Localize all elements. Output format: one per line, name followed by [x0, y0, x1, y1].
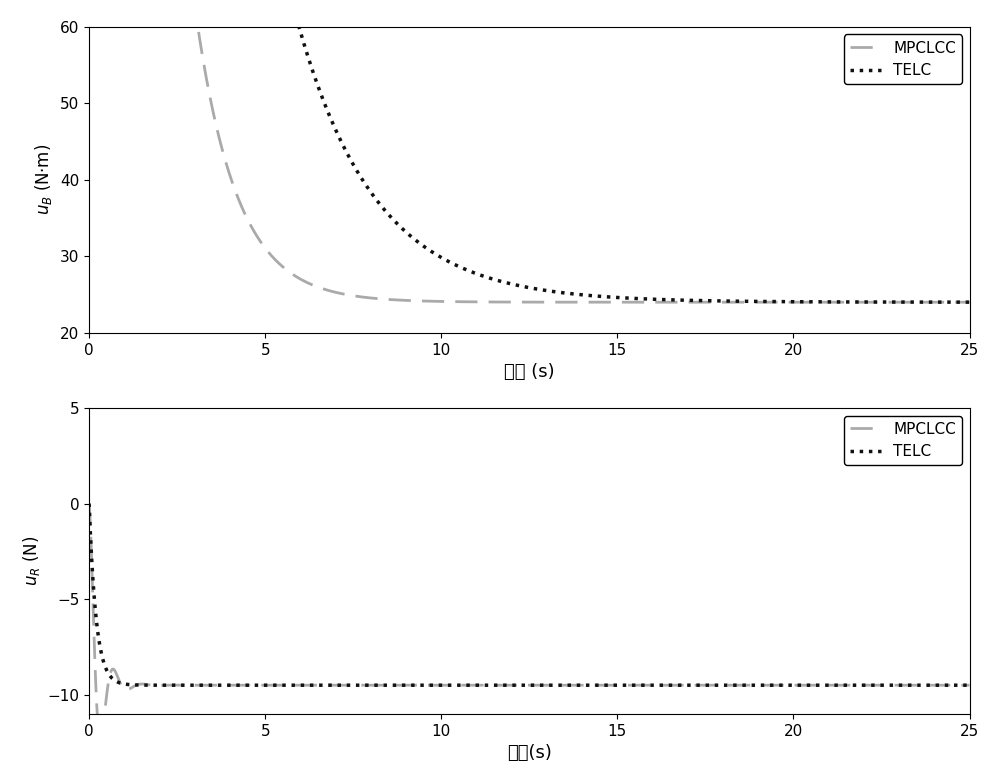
- TELC: [83, 499, 95, 508]
- MPCLCC: [807, 680, 819, 690]
- TELC: [343, 680, 355, 690]
- MPCLCC: [964, 680, 976, 690]
- X-axis label: 时间(s): 时间(s): [507, 744, 552, 762]
- MPCLCC: [243, 680, 255, 690]
- MPCLCC: [94, 733, 106, 742]
- MPCLCC: [740, 298, 752, 307]
- Line: TELC: TELC: [89, 0, 970, 302]
- Line: MPCLCC: MPCLCC: [89, 0, 970, 302]
- TELC: [656, 295, 668, 305]
- MPCLCC: [611, 298, 623, 307]
- MPCLCC: [420, 297, 432, 306]
- MPCLCC: [807, 298, 819, 307]
- MPCLCC: [243, 218, 255, 227]
- TELC: [964, 298, 976, 307]
- MPCLCC: [611, 680, 623, 690]
- Y-axis label: $u_R$ (N): $u_R$ (N): [21, 536, 42, 586]
- TELC: [243, 680, 255, 690]
- MPCLCC: [656, 298, 668, 307]
- TELC: [420, 243, 432, 252]
- Line: MPCLCC: MPCLCC: [89, 503, 970, 738]
- MPCLCC: [740, 680, 752, 690]
- MPCLCC: [83, 499, 95, 508]
- TELC: [807, 680, 819, 690]
- TELC: [964, 680, 976, 690]
- MPCLCC: [420, 680, 432, 690]
- MPCLCC: [964, 298, 976, 307]
- Line: TELC: TELC: [89, 503, 970, 685]
- TELC: [740, 297, 752, 306]
- Y-axis label: $u_B$ (N·m): $u_B$ (N·m): [33, 144, 54, 215]
- X-axis label: 时间 (s): 时间 (s): [504, 363, 555, 381]
- MPCLCC: [656, 680, 668, 690]
- TELC: [420, 680, 432, 690]
- TELC: [807, 297, 819, 306]
- TELC: [611, 680, 623, 690]
- Legend: MPCLCC, TELC: MPCLCC, TELC: [844, 34, 962, 85]
- TELC: [611, 293, 623, 302]
- TELC: [740, 680, 752, 690]
- TELC: [656, 680, 668, 690]
- Legend: MPCLCC, TELC: MPCLCC, TELC: [844, 416, 962, 465]
